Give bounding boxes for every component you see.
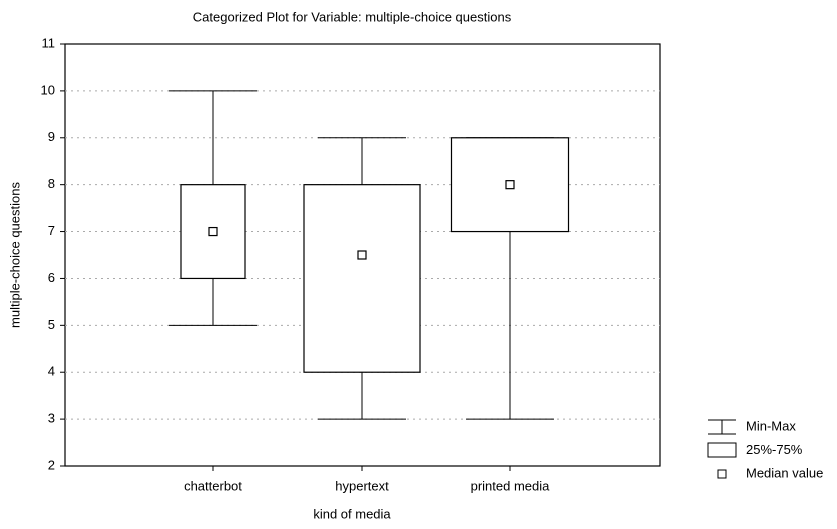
y-tick-label: 5 xyxy=(48,317,55,332)
legend-icon xyxy=(707,442,737,458)
y-tick-label: 8 xyxy=(48,176,55,191)
y-tick-label: 3 xyxy=(48,411,55,426)
median xyxy=(505,180,515,190)
x-tick-label: hypertext xyxy=(335,478,389,493)
median xyxy=(357,250,367,260)
y-tick-label: 7 xyxy=(48,223,55,238)
x-tick-label: chatterbot xyxy=(184,478,242,493)
y-tick-label: 6 xyxy=(48,270,55,285)
y-tick-label: 10 xyxy=(41,82,55,97)
legend-label: Min-Max xyxy=(746,418,796,433)
legend-label: 25%-75% xyxy=(746,442,803,457)
median xyxy=(208,226,218,237)
legend-icon xyxy=(717,469,727,479)
legend-label: Median value xyxy=(746,465,823,480)
y-tick-label: 4 xyxy=(48,364,55,379)
x-tick-label: printed media xyxy=(471,478,551,493)
y-axis-label: multiple-choice questions xyxy=(7,182,22,328)
y-tick-label: 2 xyxy=(48,457,55,472)
y-tick-label: 9 xyxy=(48,129,55,144)
box xyxy=(303,184,421,373)
chart-title: Categorized Plot for Variable: multiple-… xyxy=(193,9,512,24)
y-tick-label: 11 xyxy=(42,35,56,50)
x-axis-label: kind of media xyxy=(313,506,391,521)
